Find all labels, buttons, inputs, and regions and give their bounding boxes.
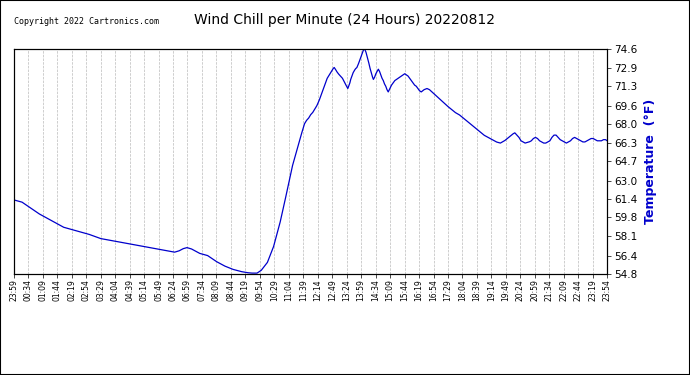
Text: Copyright 2022 Cartronics.com: Copyright 2022 Cartronics.com xyxy=(14,17,159,26)
Y-axis label: Temperature  (°F): Temperature (°F) xyxy=(644,99,658,224)
Text: Wind Chill per Minute (24 Hours) 20220812: Wind Chill per Minute (24 Hours) 2022081… xyxy=(195,13,495,27)
